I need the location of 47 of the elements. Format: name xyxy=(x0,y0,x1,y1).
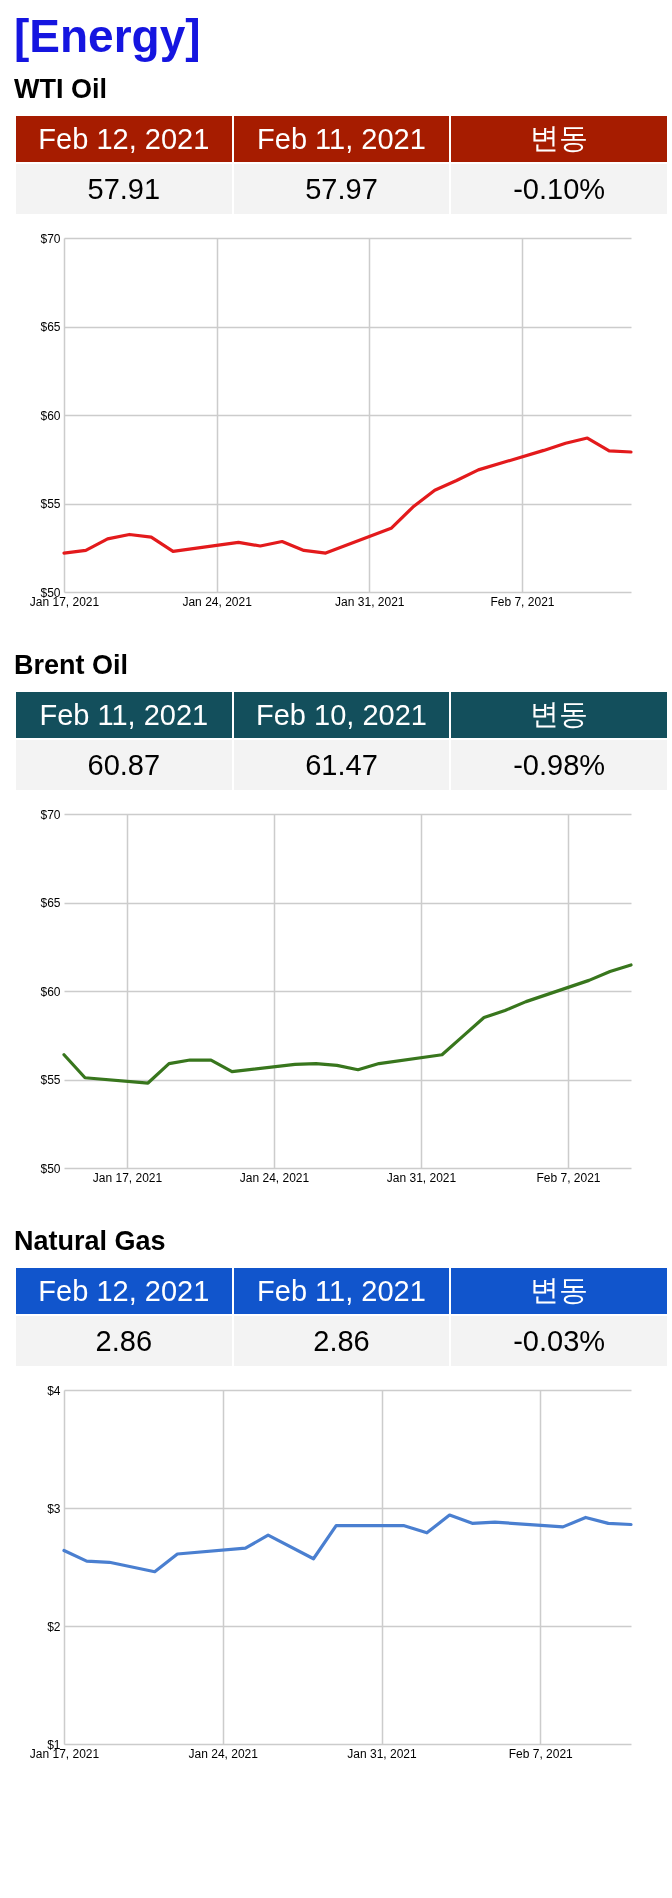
category-label: 변동 xyxy=(451,116,667,162)
y-tick-label: $50 xyxy=(40,1161,61,1176)
text: -0.98% xyxy=(451,738,667,790)
x-tick-label: Jan 31, 2021 xyxy=(335,594,405,609)
y-tick-label: $70 xyxy=(40,231,61,246)
text: Natural Gas xyxy=(14,1225,167,1258)
text: 57.97 xyxy=(233,162,450,214)
text: WTI Oil xyxy=(14,73,108,106)
text: 2.86 xyxy=(16,1314,232,1366)
y-tick-label: $55 xyxy=(40,1073,61,1087)
x-tick-label: Feb 7, 2021 xyxy=(490,594,555,609)
category-label: Feb 11, 2021 xyxy=(233,116,450,162)
y-tick-label: $65 xyxy=(40,896,61,910)
category-label: Feb 11, 2021 xyxy=(16,692,232,738)
category-label: 변동 xyxy=(451,1268,667,1314)
x-tick-label: Jan 17, 2021 xyxy=(92,1170,163,1185)
text: -0.10% xyxy=(451,162,667,214)
x-tick-label: Jan 24, 2021 xyxy=(182,594,253,609)
y-tick-label: $60 xyxy=(40,984,61,999)
text: -0.03% xyxy=(451,1314,667,1366)
category-label: Feb 12, 2021 xyxy=(16,116,232,162)
x-tick-label: Jan 31, 2021 xyxy=(347,1746,418,1761)
category-label: Feb 11, 2021 xyxy=(233,1268,450,1314)
y-tick-label: $4 xyxy=(47,1383,61,1398)
text: [Energy] xyxy=(14,10,202,62)
text: 57.91 xyxy=(16,162,232,214)
x-tick-label: Feb 7, 2021 xyxy=(508,1746,574,1761)
text: 61.47 xyxy=(233,738,450,790)
y-tick-label: $70 xyxy=(40,807,61,822)
line-series xyxy=(62,1513,633,1574)
category-label: Feb 12, 2021 xyxy=(16,1268,232,1314)
x-tick-label: Jan 24, 2021 xyxy=(188,1746,259,1761)
x-tick-label: Jan 31, 2021 xyxy=(386,1170,457,1185)
category-label: 변동 xyxy=(451,692,667,738)
line-series xyxy=(62,436,633,555)
text: 60.87 xyxy=(16,738,232,790)
y-tick-label: $60 xyxy=(40,408,61,423)
x-tick-label: Jan 24, 2021 xyxy=(239,1170,310,1185)
text: Brent Oil xyxy=(14,649,129,682)
line-series xyxy=(62,963,633,1085)
text: 2.86 xyxy=(233,1314,450,1366)
y-tick-label: $55 xyxy=(40,497,61,511)
x-tick-label: Feb 7, 2021 xyxy=(536,1170,601,1185)
y-tick-label: $2 xyxy=(47,1619,61,1634)
y-tick-label: $65 xyxy=(40,320,61,334)
y-tick-label: $3 xyxy=(47,1501,61,1516)
category-label: Feb 10, 2021 xyxy=(233,692,450,738)
